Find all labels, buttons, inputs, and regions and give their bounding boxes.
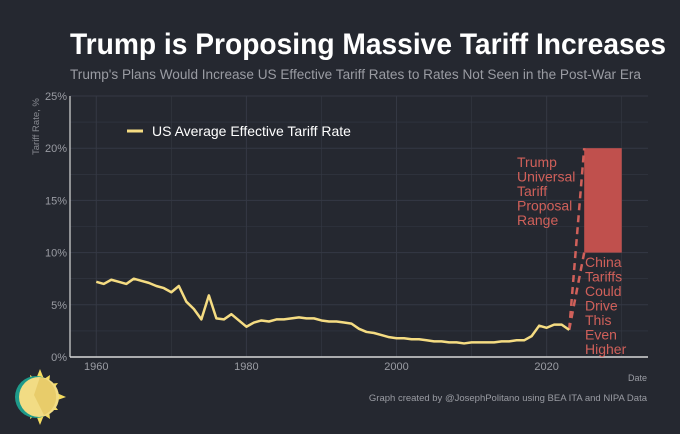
annotation-line: Trump bbox=[517, 154, 557, 170]
x-tick-label: 2000 bbox=[384, 361, 408, 373]
x-tick-label: 1960 bbox=[84, 361, 108, 373]
legend: US Average Effective Tariff Rate bbox=[127, 123, 351, 139]
annotation-line: Drive bbox=[585, 298, 618, 314]
x-axis-label: Date bbox=[628, 373, 647, 383]
annotation-line: Range bbox=[517, 212, 558, 228]
proposal-annotation: Trump Universal Tariff Proposal Range bbox=[517, 154, 575, 228]
annotation-line: China bbox=[585, 254, 622, 270]
x-tick-label: 1980 bbox=[234, 361, 258, 373]
y-tick-label: 0% bbox=[51, 352, 67, 364]
y-tick-label: 20% bbox=[45, 143, 67, 155]
annotation-line: Could bbox=[585, 283, 622, 299]
y-tick-label: 5% bbox=[51, 300, 67, 312]
chart-title: Trump is Proposing Massive Tariff Increa… bbox=[70, 28, 666, 61]
legend-label: US Average Effective Tariff Rate bbox=[152, 123, 351, 139]
annotation-line: Tariff bbox=[517, 183, 547, 199]
series-line bbox=[95, 277, 570, 345]
y-axis-label: Tariff Rate, % bbox=[31, 98, 42, 155]
proposal-dashed-line bbox=[567, 148, 586, 330]
annotation-line: Even bbox=[585, 327, 617, 343]
y-tick-label: 15% bbox=[45, 195, 67, 207]
sun-logo-icon bbox=[15, 369, 66, 425]
china-annotation: China Tariffs Could Drive This Even Higher bbox=[585, 254, 627, 357]
axes: 0% 5% 10% 15% 20% 25% 1960 1980 2000 2020 bbox=[45, 91, 648, 373]
y-tick-label: 25% bbox=[45, 91, 67, 103]
grid bbox=[70, 95, 648, 358]
credit-text: Graph created by @JosephPolitano using B… bbox=[369, 393, 648, 404]
proposal-range-bar bbox=[584, 148, 622, 253]
proposal-dashed-line bbox=[567, 252, 586, 331]
annotation-line: Tariffs bbox=[585, 269, 622, 285]
annotation-line: This bbox=[585, 312, 611, 328]
x-tick-label: 2020 bbox=[534, 361, 558, 373]
annotation-line: Universal bbox=[517, 169, 575, 185]
chart-subtitle: Trump's Plans Would Increase US Effectiv… bbox=[70, 67, 641, 82]
annotation-line: Proposal bbox=[517, 198, 572, 214]
y-tick-label: 10% bbox=[45, 248, 67, 260]
annotation-line: Higher bbox=[585, 341, 627, 357]
